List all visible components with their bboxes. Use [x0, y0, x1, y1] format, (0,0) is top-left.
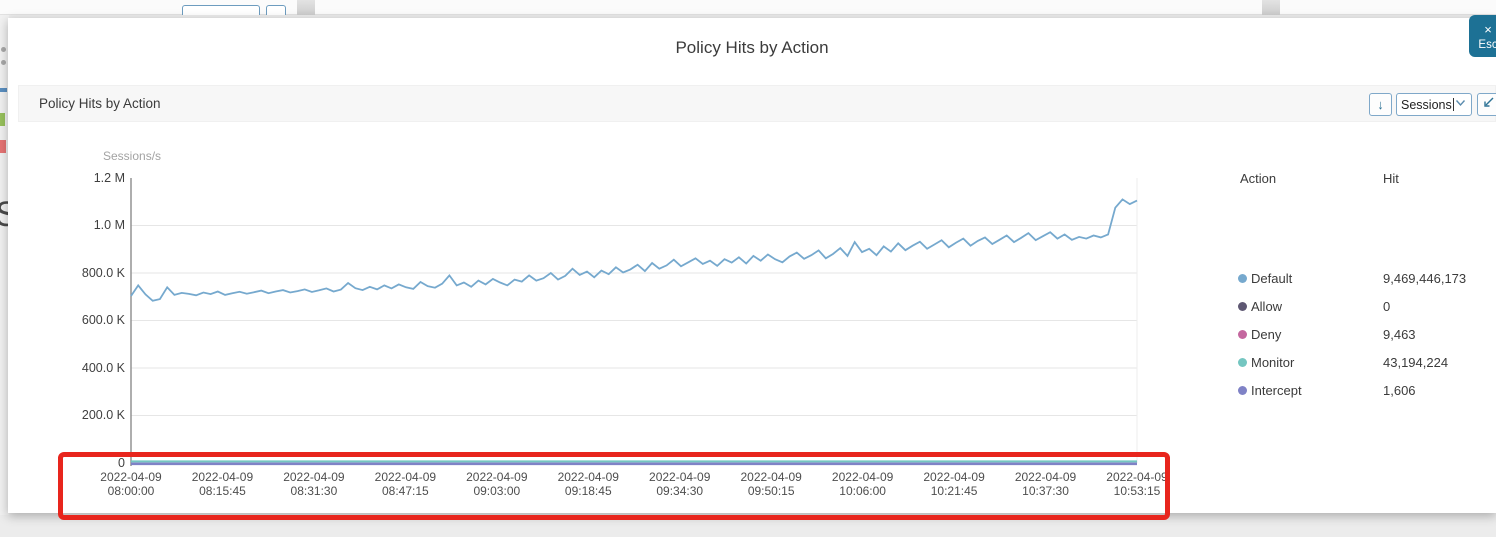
- x-tick-label: 2022-04-09 08:47:15: [350, 470, 460, 498]
- x-tick-time: 08:31:30: [290, 483, 338, 498]
- x-tick-time: 08:15:45: [199, 483, 246, 498]
- legend-row-default[interactable]: Default 9,469,446,173: [1238, 271, 1490, 291]
- download-button[interactable]: ↓: [1369, 93, 1392, 116]
- legend-row-intercept[interactable]: Intercept 1,606: [1238, 383, 1490, 403]
- x-tick-time: 09:34:30: [656, 483, 704, 498]
- legend-hit-value: 9,463: [1383, 327, 1416, 342]
- esc-close-button[interactable]: × Esc: [1469, 15, 1496, 57]
- background-green-badge: [0, 113, 5, 126]
- modal-title: Policy Hits by Action: [675, 38, 829, 57]
- y-tick-label: 0: [118, 455, 125, 470]
- x-tick-label: 2022-04-09 08:15:45: [167, 470, 277, 498]
- series-unit-value: Sessions: [1401, 97, 1452, 112]
- legend-action-label: Intercept: [1251, 383, 1302, 398]
- y-tick-label: 800.0 K: [81, 265, 125, 280]
- x-tick-time: 10:21:45: [930, 483, 978, 498]
- x-tick-label: 2022-04-09 09:18:45: [533, 470, 643, 498]
- legend-dot-icon: [1238, 386, 1247, 395]
- legend-panel: Action Hit Default 9,469,446,173 Allow 0 Den…: [1238, 171, 1490, 421]
- x-tick-label: 2022-04-09 08:00:00: [76, 470, 186, 498]
- x-tick-time: 10:06:00: [839, 483, 886, 498]
- line-chart: [130, 178, 1138, 466]
- x-tick-time: 09:03:00: [473, 483, 521, 498]
- legend-action-label: Deny: [1251, 327, 1282, 342]
- x-tick-date: 2022-04-09: [1014, 470, 1077, 484]
- legend-dot-icon: [1238, 274, 1247, 283]
- background-dot-icon: [1, 60, 6, 65]
- y-axis-title: Sessions/s: [103, 149, 162, 163]
- x-tick-date: 2022-04-09: [740, 470, 802, 484]
- x-tick-label: 2022-04-09 10:21:45: [899, 470, 1009, 498]
- x-tick-label: 2022-04-09 09:50:15: [716, 470, 826, 498]
- collapse-icon: [1482, 97, 1495, 112]
- legend-col-hit: Hit: [1383, 171, 1399, 186]
- close-icon: ×: [1484, 22, 1492, 37]
- background-page-strip: [0, 0, 1496, 15]
- legend-row-monitor[interactable]: Monitor 43,194,224: [1238, 355, 1490, 375]
- panel-title: Policy Hits by Action: [39, 96, 161, 111]
- panel-toolbar: Policy Hits by Action ↓ Sessions: [18, 85, 1496, 122]
- download-icon: ↓: [1377, 96, 1384, 112]
- legend-action-label: Allow: [1251, 299, 1283, 314]
- background-blue-dash: [0, 88, 7, 92]
- y-tick-label: 1.2 M: [93, 170, 125, 185]
- x-tick-date: 2022-04-09: [100, 470, 162, 484]
- x-tick-time: 10:53:15: [1113, 483, 1161, 498]
- x-tick-date: 2022-04-09: [557, 470, 619, 484]
- x-tick-label: 2022-04-09 10:53:15: [1082, 470, 1192, 498]
- esc-label: Esc: [1478, 39, 1496, 51]
- x-tick-time: 10:37:30: [1022, 483, 1069, 498]
- policy-hits-modal: × Esc Policy Hits by Action Policy Hits …: [8, 15, 1496, 513]
- legend-action-label: Default: [1251, 271, 1293, 286]
- x-tick-label: 2022-04-09 08:31:30: [259, 470, 369, 498]
- legend-row-allow[interactable]: Allow 0: [1238, 299, 1490, 319]
- legend-hit-value: 9,469,446,173: [1383, 271, 1467, 286]
- x-tick-date: 2022-04-09: [923, 470, 985, 484]
- x-tick-label: 2022-04-09 09:03:00: [442, 470, 552, 498]
- legend-dot-icon: [1238, 330, 1247, 339]
- y-tick-label: 1.0 M: [93, 218, 125, 232]
- y-tick-label: 600.0 K: [81, 313, 125, 327]
- legend-hit-value: 0: [1383, 299, 1391, 314]
- x-tick-time: 08:00:00: [107, 483, 155, 498]
- legend-col-action: Action: [1240, 171, 1277, 186]
- background-dot-icon: [1, 47, 6, 52]
- x-tick-label: 2022-04-09 10:06:00: [808, 470, 918, 498]
- x-tick-date: 2022-04-09: [1106, 470, 1168, 484]
- x-tick-label: 2022-04-09 10:37:30: [991, 470, 1101, 498]
- x-tick-date: 2022-04-09: [374, 470, 437, 484]
- legend-dot-icon: [1238, 358, 1247, 367]
- background-scrollbar-fragment: [297, 0, 315, 15]
- series-unit-dropdown[interactable]: Sessions: [1396, 93, 1472, 116]
- background-scrollbar-fragment: [1262, 0, 1280, 15]
- legend-hit-value: 43,194,224: [1383, 355, 1449, 370]
- x-tick-label: 2022-04-09 09:34:30: [625, 470, 735, 498]
- legend-dot-icon: [1238, 302, 1247, 311]
- legend-row-deny[interactable]: Deny 9,463: [1238, 327, 1490, 347]
- chevron-down-icon: [1455, 98, 1466, 110]
- x-tick-time: 08:47:15: [382, 483, 429, 498]
- background-button-fragment: [266, 5, 286, 15]
- x-tick-date: 2022-04-09: [831, 470, 894, 484]
- series-default-line: [130, 198, 1138, 302]
- background-red-badge: [0, 140, 6, 153]
- x-tick-date: 2022-04-09: [466, 470, 528, 484]
- x-tick-time: 09:50:15: [747, 483, 795, 498]
- x-tick-date: 2022-04-09: [191, 470, 254, 484]
- x-tick-date: 2022-04-09: [283, 470, 345, 484]
- y-tick-label: 200.0 K: [81, 408, 125, 422]
- collapse-button[interactable]: [1477, 93, 1496, 116]
- text-cursor: [1452, 98, 1454, 111]
- background-button-fragment: [182, 5, 260, 15]
- legend-hit-value: 1,606: [1383, 383, 1416, 398]
- x-tick-date: 2022-04-09: [649, 470, 711, 484]
- legend-action-label: Monitor: [1251, 355, 1295, 370]
- y-tick-label: 400.0 K: [81, 360, 125, 375]
- x-tick-time: 09:18:45: [564, 483, 612, 498]
